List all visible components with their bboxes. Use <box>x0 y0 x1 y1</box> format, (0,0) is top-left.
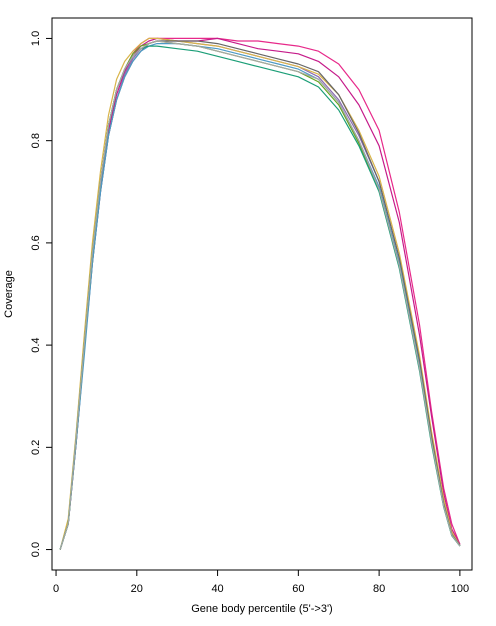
series-line-9 <box>59 40 461 550</box>
y-tick-label: 0.8 <box>30 133 42 148</box>
series-line-2 <box>59 37 461 550</box>
series-line-8 <box>59 45 461 550</box>
series-line-4 <box>59 37 461 550</box>
series-line-6 <box>59 42 461 550</box>
y-tick-label: 1.0 <box>30 31 42 46</box>
y-axis-label: Coverage <box>3 270 15 318</box>
series-line-5 <box>59 40 461 550</box>
series-line-3 <box>59 40 461 550</box>
x-axis-label: Gene body percentile (5'->3') <box>191 603 332 615</box>
y-tick-label: 0.4 <box>30 337 42 352</box>
x-tick-label: 80 <box>373 583 385 595</box>
y-tick-label: 0.0 <box>30 542 42 557</box>
y-tick-label: 0.6 <box>30 235 42 250</box>
y-tick-label: 0.2 <box>30 440 42 455</box>
series-line-1 <box>59 37 461 550</box>
series-line-7 <box>59 40 461 550</box>
x-tick-label: 0 <box>53 583 59 595</box>
x-tick-label: 60 <box>292 583 304 595</box>
x-tick-label: 100 <box>451 583 469 595</box>
x-tick-label: 20 <box>131 583 143 595</box>
plot-frame <box>51 17 473 571</box>
x-tick-label: 40 <box>211 583 223 595</box>
